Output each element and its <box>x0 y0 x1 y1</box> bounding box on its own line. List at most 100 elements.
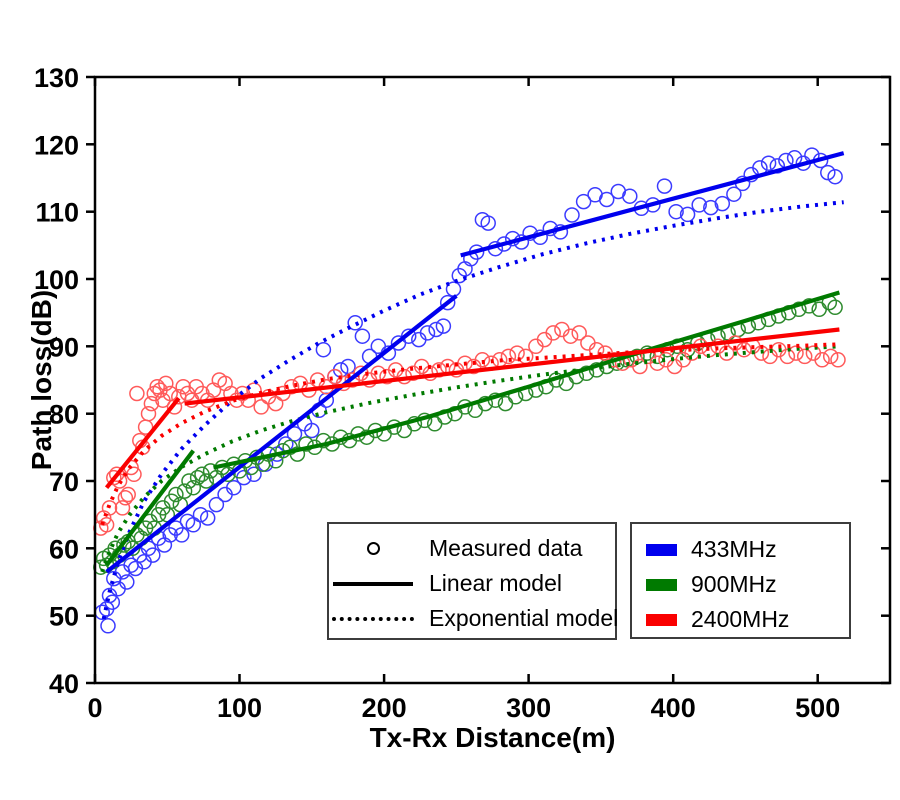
data-point <box>814 352 830 368</box>
data-point <box>286 426 303 442</box>
data-point <box>656 178 673 194</box>
data-point <box>622 188 638 204</box>
data-point <box>192 506 209 523</box>
measured-data-circle-icon <box>329 542 417 555</box>
data-point <box>347 315 363 331</box>
model-line <box>213 290 841 470</box>
data-point <box>598 191 615 208</box>
data-point <box>714 195 731 212</box>
data-point <box>208 496 225 513</box>
series-433mhz-exponential-model <box>101 200 844 620</box>
data-point <box>578 365 595 382</box>
legend-label-2400mhz: 2400MHz <box>691 606 790 632</box>
data-point <box>198 473 215 489</box>
plot-area: 0 100 200 300 400 500 40 50 60 70 80 90 100 110 120 130 <box>34 63 892 723</box>
legend-item-exponential-model: Exponential model <box>329 601 619 636</box>
data-point <box>649 355 666 371</box>
x-tick-label: 400 <box>651 693 696 723</box>
data-point <box>104 594 121 610</box>
x-tick-label: 100 <box>217 693 262 723</box>
legend-label-linear-model: Linear model <box>429 570 562 596</box>
data-point <box>145 547 161 563</box>
y-tick-label: 40 <box>49 669 79 699</box>
exponential-model-dotted-line-icon <box>329 616 417 621</box>
y-axis-label: Path loss(dB) <box>26 289 57 471</box>
model-line <box>184 327 840 406</box>
legend-item-linear-model: Linear model <box>329 566 615 601</box>
model-line <box>100 342 840 526</box>
data-point <box>500 348 517 365</box>
data-point <box>158 375 174 392</box>
y-tick-label: 50 <box>49 602 79 632</box>
x-tick-label: 200 <box>362 693 407 723</box>
data-point <box>253 399 269 415</box>
data-point <box>564 207 580 223</box>
data-point <box>117 490 134 506</box>
y-tick-label: 100 <box>34 265 79 295</box>
y-tick-label: 130 <box>34 63 79 93</box>
y-tick-label: 120 <box>34 130 79 160</box>
x-tick-label: 500 <box>795 693 840 723</box>
data-point <box>140 405 157 422</box>
data-point <box>435 318 452 334</box>
plot-box <box>93 75 892 685</box>
data-point <box>119 574 135 590</box>
legend-item-900mhz: 900MHz <box>632 567 849 602</box>
data-point <box>98 517 115 533</box>
data-point <box>400 328 417 344</box>
data-point <box>246 466 262 483</box>
data-point <box>632 358 648 375</box>
data-point <box>315 432 332 449</box>
data-point <box>827 168 843 185</box>
data-point <box>568 368 585 385</box>
linear-model-line-icon <box>329 581 417 586</box>
data-point <box>304 422 320 439</box>
data-point <box>185 517 202 533</box>
data-point <box>779 348 796 365</box>
data-point <box>497 395 514 412</box>
legend-label-measured-data: Measured data <box>429 535 583 561</box>
data-point <box>509 345 525 361</box>
data-point <box>199 510 216 526</box>
x-tick-label: 0 <box>87 693 102 723</box>
legend-label-exponential-model: Exponential model <box>429 605 619 631</box>
data-point <box>575 193 592 210</box>
data-point <box>217 486 233 503</box>
data-point <box>791 301 807 318</box>
data-point <box>474 352 491 368</box>
data-point <box>114 500 131 516</box>
data-point <box>726 186 742 202</box>
data-point <box>827 299 843 316</box>
data-point <box>226 479 242 496</box>
data-point <box>480 215 496 231</box>
2400mhz-color-swatch <box>646 613 677 626</box>
data-point <box>428 321 444 338</box>
model-line <box>460 151 845 258</box>
legend-item-2400mhz: 2400MHz <box>632 602 849 637</box>
data-point <box>736 341 752 358</box>
data-point <box>340 358 356 375</box>
data-point <box>820 164 836 181</box>
data-point <box>176 483 193 499</box>
x-tick-label: 300 <box>506 693 551 723</box>
data-point <box>801 298 817 314</box>
series-433mhz-linear-model <box>105 151 845 574</box>
model-line <box>105 294 458 574</box>
legend-models: Measured data Linear model Exponential m… <box>327 522 619 640</box>
model-line <box>101 200 844 620</box>
y-tick-label: 90 <box>49 332 79 362</box>
legend-item-433mhz: 433MHz <box>632 532 849 567</box>
data-point <box>101 500 118 516</box>
data-point <box>120 486 136 503</box>
data-point <box>267 395 284 412</box>
series-2400mhz-linear-model <box>104 327 840 490</box>
data-point <box>668 203 684 220</box>
legend-label-433mhz: 433MHz <box>691 536 777 562</box>
900mhz-color-swatch <box>646 578 677 591</box>
tick-labels-layer: 0 100 200 300 400 500 40 50 60 70 80 90 100 110 120 130 <box>34 63 840 723</box>
y-tick-label: 80 <box>49 400 79 430</box>
series-900mhz-linear-model <box>104 290 841 567</box>
axes-layer <box>86 75 892 685</box>
